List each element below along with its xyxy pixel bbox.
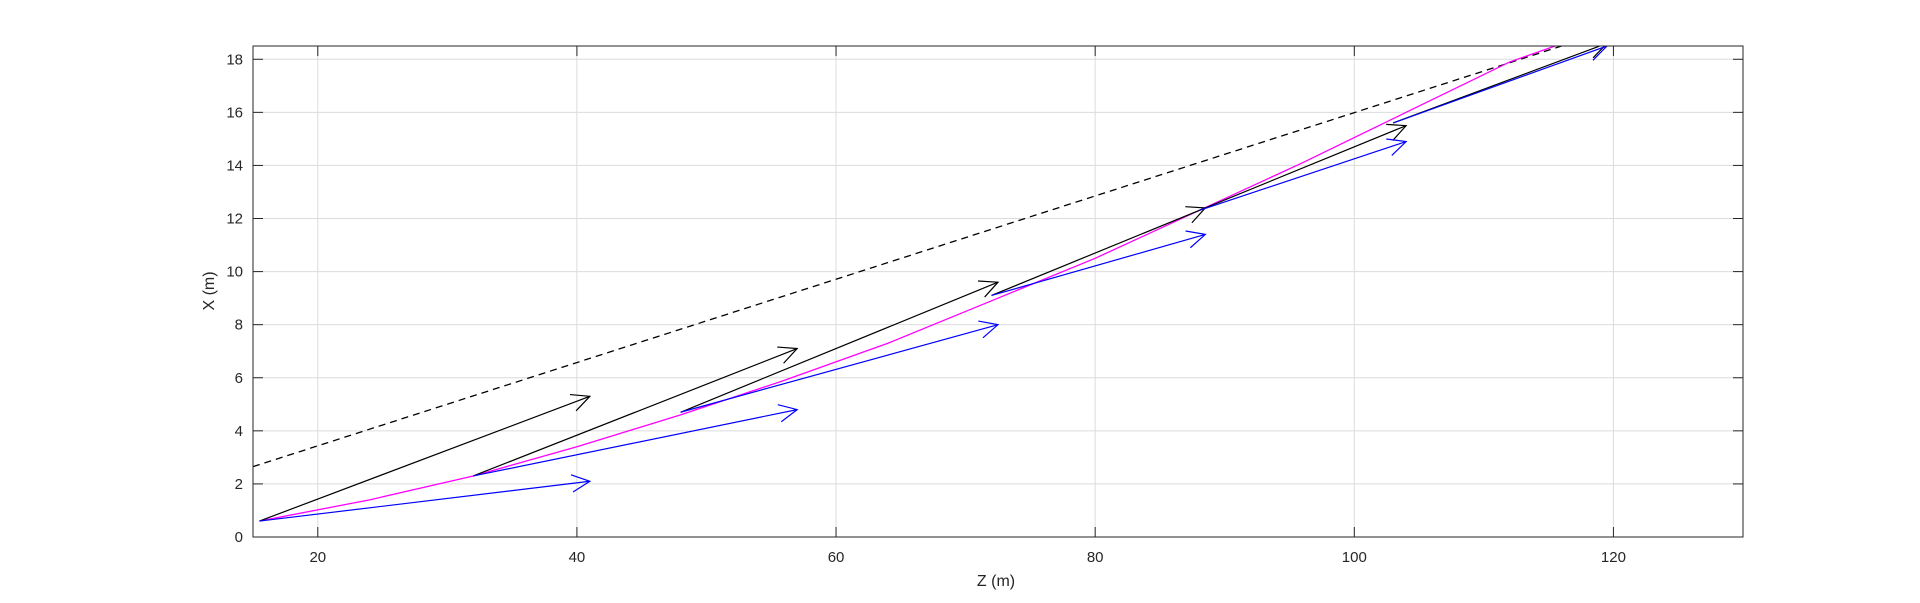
- arrow-shaft: [1198, 125, 1407, 212]
- blue-vector-arrow: [1198, 138, 1408, 212]
- arrow-head: [1386, 123, 1408, 141]
- arrow-head: [777, 404, 799, 423]
- vector-arrows: [259, 46, 1608, 522]
- axis-ticks: 20 40 60 80 100 120 0 2 4 6 8 10 12 14 16 18: [226, 46, 1743, 566]
- x-axis-label: Z (m): [977, 573, 1015, 590]
- arrow-shaft: [680, 324, 999, 413]
- blue-vector-arrow: [259, 474, 592, 522]
- arrow-head: [978, 320, 1000, 339]
- y-tick-label: 2: [235, 476, 243, 493]
- y-tick-label: 8: [235, 317, 243, 334]
- blue-vector-arrow: [680, 320, 1000, 413]
- arrow-shaft: [259, 480, 590, 522]
- arrow-head: [777, 346, 799, 364]
- black-vector-arrow: [473, 346, 799, 477]
- arrow-head: [1185, 230, 1207, 249]
- arrow-shaft: [259, 395, 591, 522]
- y-tick-label: 4: [235, 423, 243, 440]
- black-vector-arrow: [259, 393, 592, 522]
- arrow-head: [570, 474, 592, 493]
- y-tick-label: 0: [235, 529, 243, 546]
- arrow-head: [569, 393, 592, 412]
- plot-area-background: [253, 46, 1743, 537]
- x-tick-label: 80: [1087, 549, 1104, 566]
- arrow-shaft: [1392, 46, 1608, 124]
- arrow-shaft: [680, 281, 999, 413]
- y-tick-label: 12: [226, 211, 243, 228]
- y-tick-label: 6: [235, 370, 243, 387]
- y-tick-label: 14: [226, 157, 243, 174]
- y-axis-label: X (m): [201, 271, 218, 310]
- black-vector-arrow: [1198, 123, 1408, 212]
- arrow-head: [1386, 138, 1408, 156]
- x-tick-label: 40: [569, 549, 586, 566]
- plot-area-border: [252, 45, 1744, 538]
- x-tick-label: 100: [1342, 549, 1367, 566]
- blue-vector-arrow: [1392, 46, 1608, 124]
- y-tick-label: 18: [226, 51, 243, 68]
- black-vector-arrow: [680, 280, 1000, 413]
- blue-vector-arrow: [473, 404, 799, 477]
- x-tick-label: 120: [1601, 549, 1626, 566]
- arrow-shaft: [1198, 140, 1407, 212]
- blue-vector-arrow: [991, 230, 1207, 297]
- arrow-head: [1592, 46, 1606, 59]
- dashed-reference-line: [253, 46, 1562, 468]
- y-tick-label: 10: [226, 264, 243, 281]
- arrow-shaft: [473, 409, 798, 477]
- arrow-head: [1592, 46, 1608, 61]
- x-tick-label: 60: [828, 549, 845, 566]
- plot-series: [253, 46, 1562, 522]
- arrow-head: [978, 280, 1000, 298]
- arrow-shaft: [991, 207, 1206, 297]
- arrow-shaft: [473, 348, 798, 477]
- trajectory-line: [259, 46, 1556, 522]
- x-tick-label: 20: [309, 549, 326, 566]
- arrow-shaft: [991, 233, 1206, 297]
- y-tick-label: 16: [226, 104, 243, 121]
